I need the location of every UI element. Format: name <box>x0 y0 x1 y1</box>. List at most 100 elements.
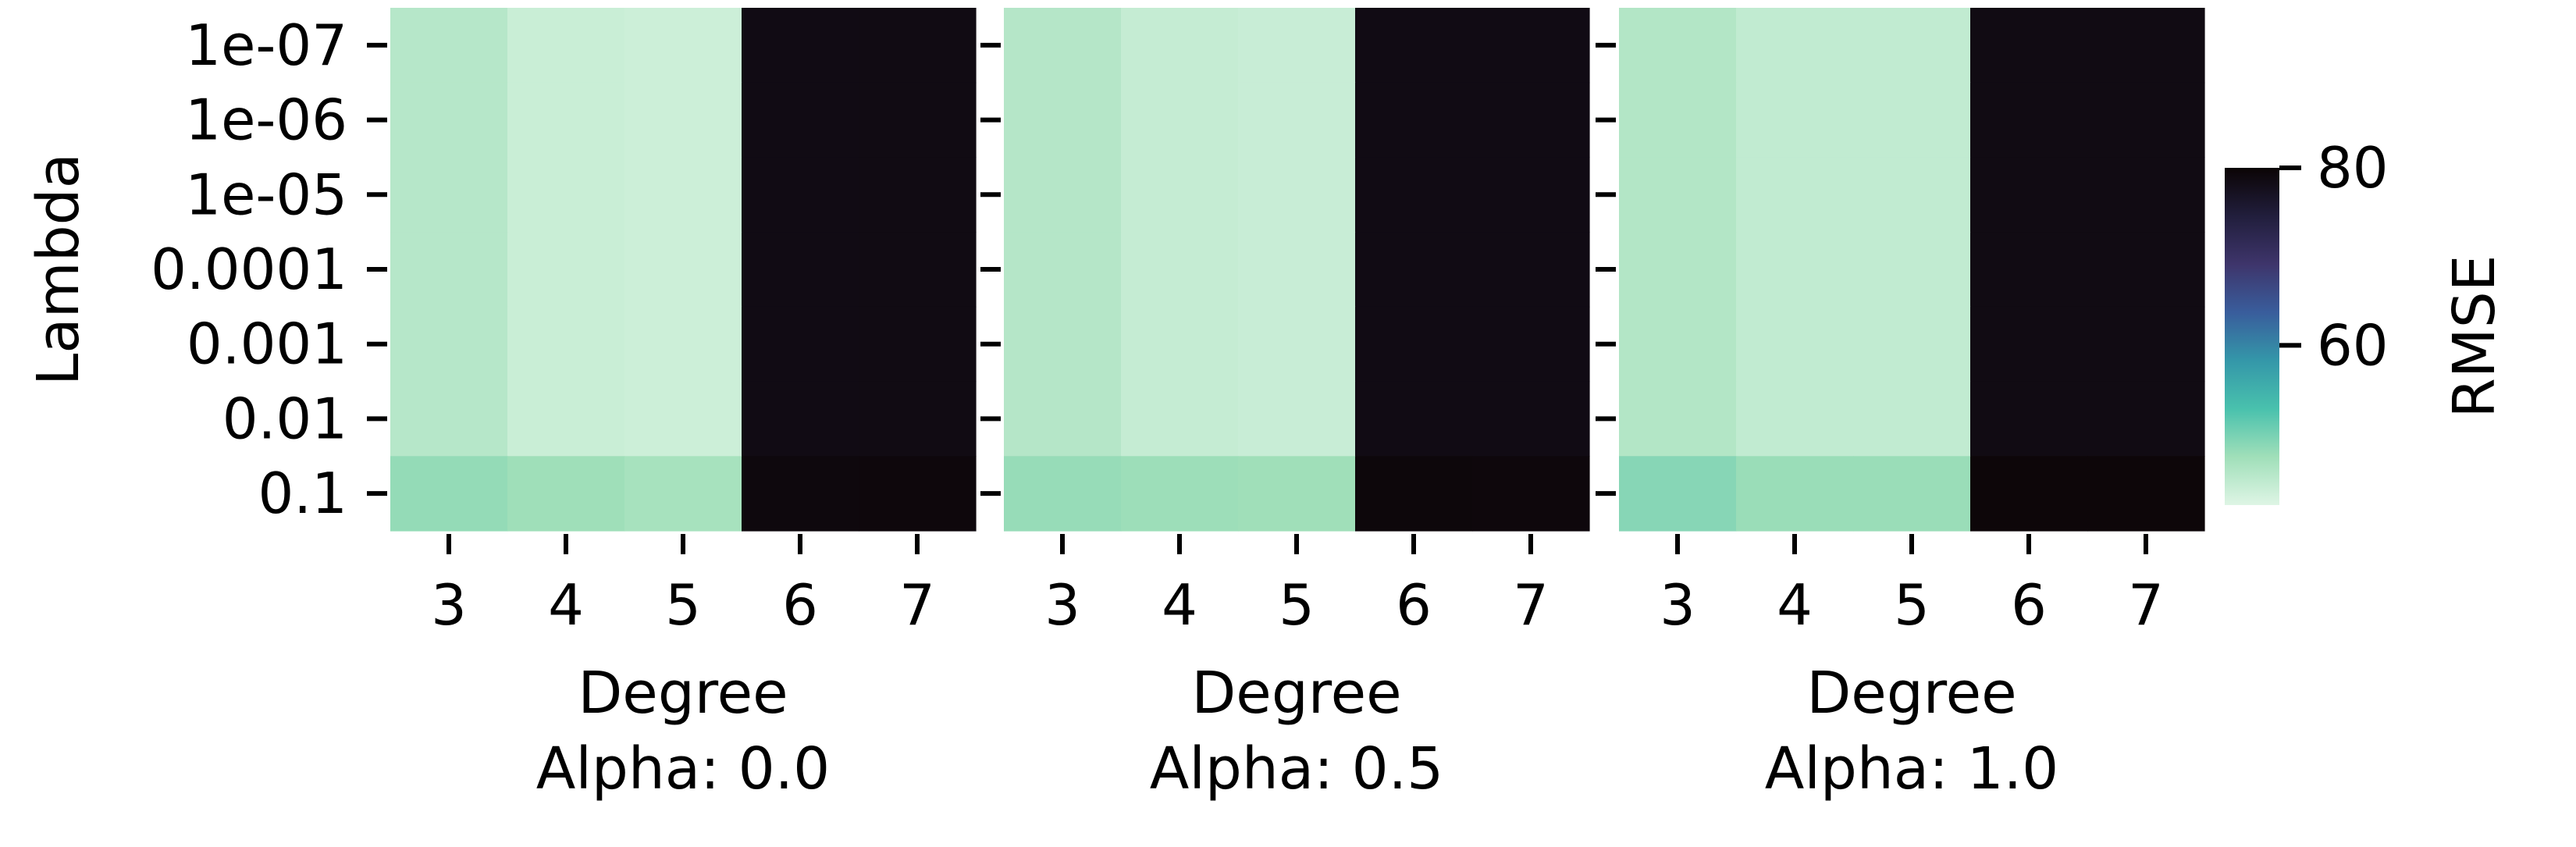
heatmap-cell <box>1355 381 1473 457</box>
heatmap-cell <box>742 456 859 532</box>
heatmap-cell <box>1472 8 1590 84</box>
heatmap-cell <box>1970 306 2088 383</box>
colorbar <box>2225 168 2279 505</box>
heatmap-cell <box>1121 232 1239 308</box>
x-tick-label: 4 <box>1162 572 1197 638</box>
heatmap-panel: 3 4 5 6 7 Degree Alpha: 0.0 <box>367 8 977 803</box>
x-axis-label: Degree <box>1191 660 1401 727</box>
heatmap-cell <box>742 306 859 383</box>
x-tick-label: 4 <box>548 572 584 638</box>
heatmap-cell <box>2087 157 2205 233</box>
heatmap-cell <box>1004 456 1122 532</box>
heatmap-cell <box>1472 381 1590 457</box>
x-axis-label: Degree <box>1806 660 2016 727</box>
heatmap-cell <box>1619 82 1737 158</box>
heatmap-cell <box>1121 456 1239 532</box>
y-tick-label: 1e-06 <box>185 87 347 153</box>
heatmap-cell <box>1004 232 1122 308</box>
heatmap-cell <box>1736 157 1854 233</box>
heatmap-cell <box>390 232 508 308</box>
colorbar-tick-label: 80 <box>2317 135 2389 201</box>
heatmap-cell <box>742 381 859 457</box>
heatmap-cell <box>1355 232 1473 308</box>
heatmap-cell <box>1736 232 1854 308</box>
heatmap-cell <box>1853 456 1971 532</box>
x-tick-label: 7 <box>899 572 935 638</box>
heatmap-cell <box>2087 306 2205 383</box>
x-tick-label: 7 <box>1513 572 1549 638</box>
heatmap-cell <box>1619 157 1737 233</box>
heatmap-cell <box>859 306 977 383</box>
heatmap-cell <box>1004 8 1122 84</box>
heatmap-cell <box>1736 381 1854 457</box>
heatmap-cell <box>390 82 508 158</box>
heatmap-cell <box>390 306 508 383</box>
heatmap-cell <box>390 381 508 457</box>
heatmap-cell <box>1004 381 1122 457</box>
heatmap-cell <box>1970 456 2088 532</box>
heatmap-cell <box>1121 82 1239 158</box>
heatmap-cell <box>1238 456 1356 532</box>
heatmap-cell <box>1970 381 2088 457</box>
panel-title: Alpha: 1.0 <box>1765 735 2059 803</box>
heatmap-cell <box>1619 8 1737 84</box>
x-tick-label: 6 <box>1396 572 1432 638</box>
x-tick-label: 3 <box>1044 572 1080 638</box>
x-tick-label: 5 <box>1894 572 1930 638</box>
heatmap-cell <box>1619 232 1737 308</box>
panel-title: Alpha: 0.0 <box>536 735 831 803</box>
heatmap-cell <box>1853 381 1971 457</box>
heatmap-cell <box>1736 82 1854 158</box>
heatmap-cell <box>1238 82 1356 158</box>
heatmap-cell <box>507 306 625 383</box>
y-axis-label: Lambda <box>25 153 92 386</box>
heatmap-cell <box>1472 232 1590 308</box>
x-tick-label: 5 <box>665 572 701 638</box>
heatmap-cell <box>1853 157 1971 233</box>
colorbar-label: RMSE <box>2441 255 2508 418</box>
heatmap-cell <box>1970 82 2088 158</box>
heatmap-cell <box>390 456 508 532</box>
heatmap-cell <box>624 8 742 84</box>
heatmap-cell <box>1472 82 1590 158</box>
heatmap-cell <box>624 381 742 457</box>
heatmap-cell <box>1736 8 1854 84</box>
heatmap-cell <box>507 157 625 233</box>
heatmap-cell <box>624 82 742 158</box>
panel-title: Alpha: 0.5 <box>1150 735 1444 803</box>
heatmap-cell <box>1970 232 2088 308</box>
heatmap-cell <box>1472 456 1590 532</box>
heatmap-cell <box>507 8 625 84</box>
y-tick-label: 0.1 <box>258 461 347 526</box>
x-tick-label: 3 <box>1660 572 1695 638</box>
heatmap-cell <box>624 157 742 233</box>
y-tick-label: 1e-07 <box>185 12 347 78</box>
heatmap-cell <box>859 381 977 457</box>
heatmap-cell <box>859 232 977 308</box>
heatmap-cell <box>1121 157 1239 233</box>
heatmap-cell <box>1736 306 1854 383</box>
heatmap-cell <box>390 8 508 84</box>
x-tick-label: 3 <box>431 572 467 638</box>
heatmap-cell <box>1970 157 2088 233</box>
heatmap-cell <box>1004 157 1122 233</box>
x-axis-label: Degree <box>578 660 788 727</box>
x-tick-label: 6 <box>782 572 818 638</box>
heatmap-cell <box>1355 157 1473 233</box>
heatmap-cell <box>1853 306 1971 383</box>
colorbar-tick-label: 60 <box>2317 312 2389 378</box>
heatmap-cell <box>507 456 625 532</box>
heatmap-panel: 3 4 5 6 7 Degree Alpha: 0.5 <box>980 8 1590 803</box>
heatmap-cell <box>1121 306 1239 383</box>
y-tick-label: 1e-05 <box>185 162 347 227</box>
heatmap-cell <box>1472 306 1590 383</box>
heatmap-cell <box>390 157 508 233</box>
heatmap-cell <box>507 82 625 158</box>
heatmap-cell <box>624 306 742 383</box>
heatmap-cell <box>742 232 859 308</box>
heatmap-panel: 3 4 5 6 7 Degree Alpha: 1.0 <box>1596 8 2205 803</box>
heatmap-cell <box>859 157 977 233</box>
heatmap-cell <box>1970 8 2088 84</box>
